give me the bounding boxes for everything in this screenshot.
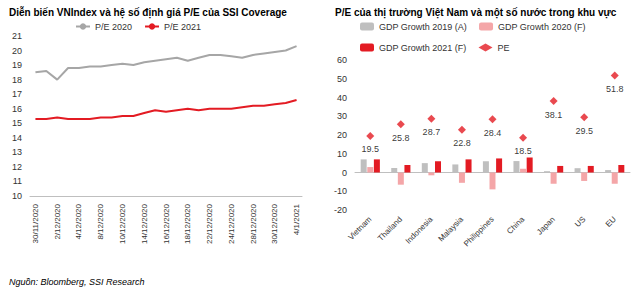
svg-text:16: 16 <box>12 104 22 114</box>
svg-text:28/12/2020: 28/12/2020 <box>249 203 258 244</box>
svg-text:11: 11 <box>13 176 22 186</box>
svg-text:Indonesia: Indonesia <box>404 214 435 245</box>
svg-text:P/E 2021: P/E 2021 <box>164 22 201 32</box>
svg-text:14/12/2020: 14/12/2020 <box>140 203 149 244</box>
svg-text:8/12/2020: 8/12/2020 <box>96 203 105 239</box>
svg-text:22/12/2020: 22/12/2020 <box>205 203 214 244</box>
svg-text:P/E 2020: P/E 2020 <box>95 22 132 32</box>
svg-text:P/E của thị trường Việt Nam và: P/E của thị trường Việt Nam và một số nư… <box>335 7 617 19</box>
svg-text:2/12/2020: 2/12/2020 <box>53 203 62 239</box>
svg-text:GDP Growth 2020 (F): GDP Growth 2020 (F) <box>498 22 585 32</box>
svg-text:10: 10 <box>12 191 22 201</box>
svg-text:GDP Growth 2019 (A): GDP Growth 2019 (A) <box>379 22 467 32</box>
svg-text:40: 40 <box>337 93 347 103</box>
svg-text:US: US <box>573 215 587 229</box>
svg-text:18: 18 <box>12 75 22 85</box>
svg-text:38.1: 38.1 <box>545 110 563 120</box>
svg-text:18/12/2020: 18/12/2020 <box>183 203 192 244</box>
svg-text:20: 20 <box>12 46 22 56</box>
svg-text:30: 30 <box>337 111 347 121</box>
svg-text:25.8: 25.8 <box>392 133 410 143</box>
svg-text:Philippines: Philippines <box>462 215 496 249</box>
svg-text:10: 10 <box>337 149 347 159</box>
svg-text:24/12/2020: 24/12/2020 <box>227 203 236 244</box>
svg-text:21: 21 <box>12 31 22 41</box>
svg-text:-20: -20 <box>334 205 347 215</box>
svg-text:20: 20 <box>337 130 347 140</box>
svg-text:30/11/2020: 30/11/2020 <box>31 203 40 243</box>
svg-text:-10: -10 <box>334 186 347 196</box>
svg-text:17: 17 <box>12 89 22 99</box>
svg-text:13: 13 <box>12 147 22 157</box>
svg-text:0: 0 <box>342 168 347 178</box>
svg-text:29.5: 29.5 <box>575 126 593 136</box>
svg-text:60: 60 <box>337 55 347 65</box>
svg-text:16/12/2020: 16/12/2020 <box>162 203 171 244</box>
svg-text:22.8: 22.8 <box>453 138 471 148</box>
svg-text:51.8: 51.8 <box>606 84 624 94</box>
svg-text:28.7: 28.7 <box>423 127 441 137</box>
svg-text:15: 15 <box>12 118 22 128</box>
svg-text:4/12/2020: 4/12/2020 <box>74 203 83 239</box>
svg-text:Nguồn: Bloomberg, SSI Research: Nguồn: Bloomberg, SSI Research <box>9 277 145 287</box>
svg-text:12: 12 <box>12 162 22 172</box>
svg-text:PE: PE <box>498 43 510 53</box>
svg-text:Japan: Japan <box>535 215 557 237</box>
svg-text:EU: EU <box>604 215 618 229</box>
svg-text:19: 19 <box>12 60 22 70</box>
svg-text:Vietnam: Vietnam <box>346 215 373 242</box>
svg-text:10/12/2020: 10/12/2020 <box>118 203 127 244</box>
svg-text:14: 14 <box>12 133 22 143</box>
svg-text:30/12/2020: 30/12/2020 <box>270 203 279 244</box>
svg-text:50: 50 <box>337 74 347 84</box>
svg-text:China: China <box>505 214 527 236</box>
svg-text:GDP Growth 2021 (F): GDP Growth 2021 (F) <box>379 43 466 53</box>
svg-text:4/1/2021: 4/1/2021 <box>292 203 301 235</box>
svg-text:Diễn biến VNIndex và hệ số địn: Diễn biến VNIndex và hệ số định giá P/E … <box>9 6 287 19</box>
svg-text:18.5: 18.5 <box>514 146 532 156</box>
svg-text:Thailand: Thailand <box>376 215 404 243</box>
svg-text:Malaysia: Malaysia <box>436 214 465 243</box>
svg-text:28.4: 28.4 <box>484 128 502 138</box>
svg-text:19.5: 19.5 <box>362 144 380 154</box>
